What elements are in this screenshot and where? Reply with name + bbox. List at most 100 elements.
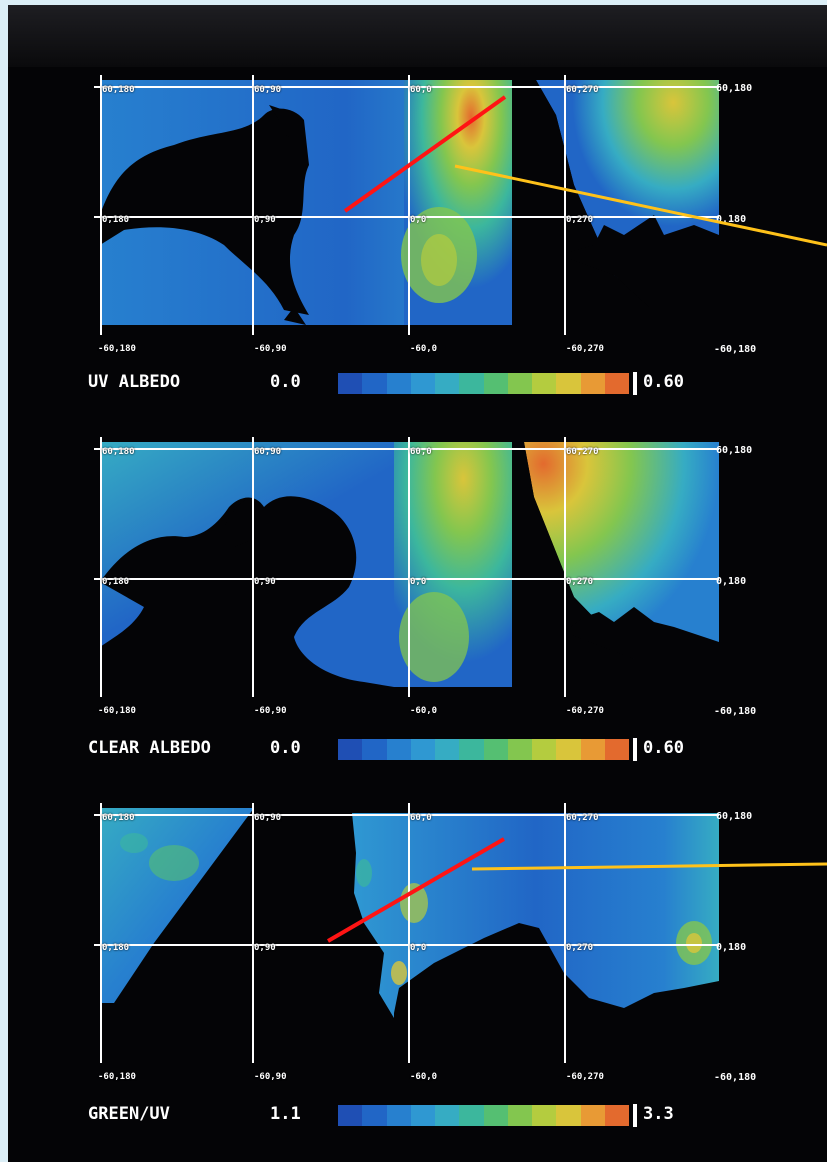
green-uv-grid-label-top: 60,0: [410, 813, 432, 823]
color-scale-swatch: [580, 373, 605, 394]
clear-albedo-scale-max: 0.60: [643, 738, 684, 758]
uv-albedo-grid-label-middle: 0,270: [566, 215, 594, 225]
clear-albedo-right-label: 60,180: [716, 445, 753, 456]
green-uv-grid-label-middle: 0,90: [254, 943, 276, 953]
color-scale-swatch: [386, 1105, 411, 1126]
color-scale-swatch: [483, 373, 508, 394]
color-scale-swatch: [556, 739, 581, 760]
green-uv-grid-label-bottom: -60,0: [410, 1072, 438, 1082]
color-scale-swatch: [410, 373, 435, 394]
uv-albedo-right-label: 0,180: [716, 214, 747, 225]
color-scale-swatch: [410, 1105, 435, 1126]
uv-albedo-grid-label-bottom: -60,180: [98, 344, 136, 354]
green-uv-map-image: [94, 803, 719, 1063]
uv-albedo-grid-label-middle: 0,0: [410, 215, 427, 225]
color-scale-swatch: [556, 373, 581, 394]
green-uv-right-label: 60,180: [716, 811, 753, 822]
uv-albedo-grid: [94, 75, 719, 335]
color-scale-swatch: [435, 1105, 460, 1126]
green-uv-grid-label-bottom: -60,180: [98, 1072, 136, 1082]
color-scale-swatch: [604, 1105, 629, 1126]
uv-albedo-map: [94, 75, 719, 335]
clear-albedo-grid-label-top: 60,90: [254, 447, 282, 457]
color-scale-swatch: [386, 739, 411, 760]
uv-albedo-right-label: -60,180: [714, 344, 757, 355]
clear-albedo-scale-end: [633, 738, 637, 761]
annotation-overlay: [326, 95, 827, 943]
color-scale-swatch: [435, 373, 460, 394]
top-band: [8, 5, 827, 67]
clear-albedo-grid-label-bottom: -60,180: [98, 706, 136, 716]
color-scale-swatch: [435, 739, 460, 760]
clear-albedo-grid-label-middle: 0,180: [102, 577, 130, 587]
uv-albedo-scale-max: 0.60: [643, 372, 684, 392]
uv-albedo-grid-label-top: 60,180: [102, 85, 135, 95]
color-scale-swatch: [580, 1105, 605, 1126]
green-uv-grid-label-bottom: -60,270: [566, 1072, 604, 1082]
clear-albedo-color-scale: [338, 739, 629, 760]
clear-albedo-grid-label-middle: 0,270: [566, 577, 594, 587]
uv-albedo-scale-min: 0.0: [270, 372, 301, 392]
clear-albedo-scale-min: 0.0: [270, 738, 301, 758]
green-uv-grid-label-bottom: -60,90: [254, 1072, 287, 1082]
green-uv-grid-label-top: 60,180: [102, 813, 135, 823]
uv-albedo-right-label: 60,180: [716, 83, 753, 94]
uv-albedo-grid-label-middle: 0,90: [254, 215, 276, 225]
green-uv-grid-label-top: 60,270: [566, 813, 599, 823]
color-scale-swatch: [507, 373, 532, 394]
clear-albedo-grid-label-top: 60,270: [566, 447, 599, 457]
photo-frame: 60,180 60,90 60,0 60,270 0,180 0,90 0,0 …: [8, 5, 827, 1162]
green-uv-right-label: 0,180: [716, 942, 747, 953]
uv-albedo-grid-label-top: 60,90: [254, 85, 282, 95]
color-scale-swatch: [604, 373, 629, 394]
green-uv-grid-label-middle: 0,0: [410, 943, 427, 953]
red-annotation-line-top: [343, 95, 507, 213]
color-scale-swatch: [459, 1105, 484, 1126]
uv-albedo-scale-end: [633, 372, 637, 395]
color-scale-swatch: [410, 739, 435, 760]
color-scale-swatch: [362, 739, 387, 760]
uv-albedo-grid-label-bottom: -60,90: [254, 344, 287, 354]
clear-albedo-grid-label-middle: 0,0: [410, 577, 427, 587]
green-uv-scale-end: [633, 1104, 637, 1127]
color-scale-swatch: [338, 373, 363, 394]
uv-albedo-grid-label-bottom: -60,270: [566, 344, 604, 354]
green-uv-grid-label-middle: 0,270: [566, 943, 594, 953]
color-scale-swatch: [556, 1105, 581, 1126]
clear-albedo-grid: [94, 437, 719, 697]
color-scale-swatch: [459, 739, 484, 760]
color-scale-swatch: [362, 1105, 387, 1126]
uv-albedo-grid-label-bottom: -60,0: [410, 344, 438, 354]
uv-albedo-grid-label-middle: 0,180: [102, 215, 130, 225]
color-scale-swatch: [338, 1105, 363, 1126]
color-scale-swatch: [532, 1105, 557, 1126]
green-uv-scale-min: 1.1: [270, 1104, 301, 1124]
green-uv-right-label: -60,180: [714, 1072, 757, 1083]
clear-albedo-grid-label-middle: 0,90: [254, 577, 276, 587]
green-uv-grid-label-top: 60,90: [254, 813, 282, 823]
clear-albedo-grid-label-top: 60,180: [102, 447, 135, 457]
clear-albedo-right-label: -60,180: [714, 706, 757, 717]
color-scale-swatch: [483, 739, 508, 760]
uv-albedo-map-image: [94, 75, 719, 335]
green-uv-map: [94, 803, 719, 1063]
color-scale-swatch: [532, 373, 557, 394]
color-scale-swatch: [362, 373, 387, 394]
clear-albedo-grid-label-top: 60,0: [410, 447, 432, 457]
uv-albedo-title: UV ALBEDO: [88, 372, 181, 392]
green-uv-grid: [94, 803, 719, 1063]
clear-albedo-title: CLEAR ALBEDO: [88, 738, 211, 758]
clear-albedo-map: [94, 437, 719, 697]
green-uv-title: GREEN/UV: [88, 1104, 170, 1124]
clear-albedo-grid-label-bottom: -60,270: [566, 706, 604, 716]
red-annotation-line-bottom: [326, 837, 506, 943]
color-scale-swatch: [580, 739, 605, 760]
clear-albedo-right-label: 0,180: [716, 576, 747, 587]
color-scale-swatch: [604, 739, 629, 760]
color-scale-swatch: [507, 1105, 532, 1126]
green-uv-grid-label-middle: 0,180: [102, 943, 130, 953]
color-scale-swatch: [532, 739, 557, 760]
clear-albedo-map-image: [94, 437, 719, 697]
uv-albedo-grid-label-top: 60,270: [566, 85, 599, 95]
color-scale-swatch: [483, 1105, 508, 1126]
